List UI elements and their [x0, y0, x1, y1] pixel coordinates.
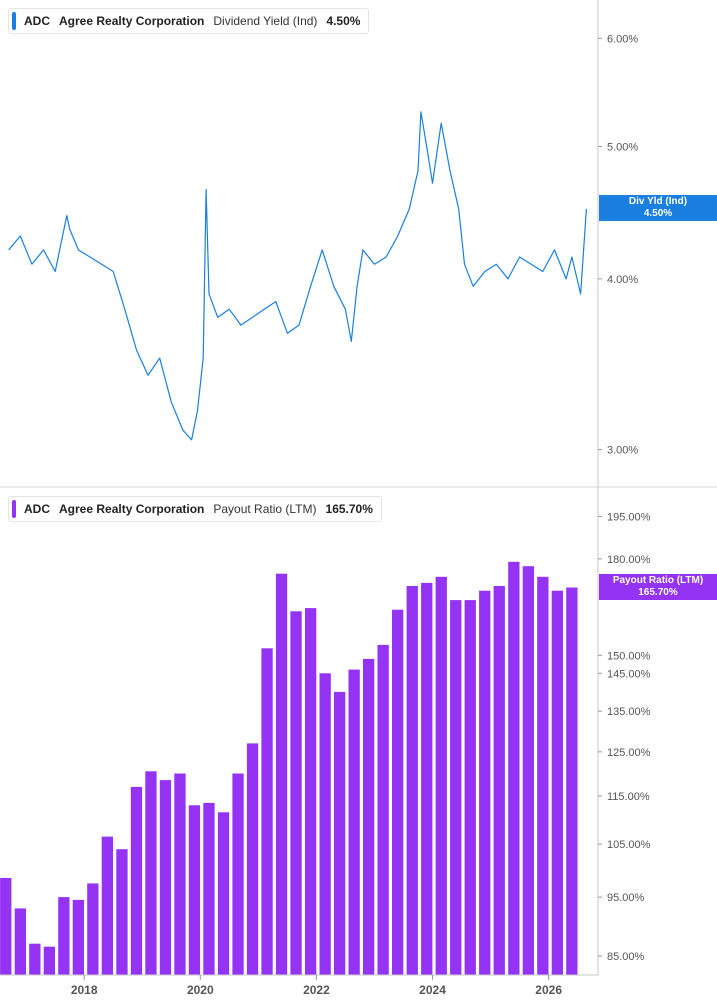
- payout-ratio-bar: [319, 673, 331, 975]
- y-tick-label: 145.00%: [607, 668, 651, 680]
- payout-ratio-bar: [203, 802, 215, 975]
- payout-ratio-bar: [479, 590, 491, 975]
- payout-ratio-bar: [58, 897, 70, 975]
- y-tick-label: 180.00%: [607, 554, 651, 566]
- y-tick-label: 4.00%: [607, 274, 638, 286]
- payout-ratio-bar: [29, 943, 41, 975]
- payout-ratio-bar: [275, 573, 288, 975]
- payout-ratio-bar: [450, 600, 462, 975]
- x-tick-label: 2020: [187, 983, 214, 997]
- payout-ratio-bar: [217, 812, 230, 975]
- payout-ratio-legend[interactable]: ADC Agree Realty Corporation Payout Rati…: [8, 496, 382, 522]
- payout-ratio-bar: [261, 648, 273, 975]
- legend-swatch: [12, 500, 16, 518]
- payout-ratio-bar: [508, 561, 520, 975]
- payout-ratio-bar: [14, 908, 26, 975]
- legend-company: Agree Realty Corporation: [59, 14, 205, 28]
- payout-ratio-bar: [551, 590, 563, 975]
- y-tick-label: 105.00%: [607, 839, 651, 851]
- legend-value: 4.50%: [326, 14, 361, 28]
- dividend-yield-plot: [8, 111, 587, 441]
- payout-ratio-bar: [464, 600, 476, 975]
- y-tick-label: 3.00%: [607, 445, 638, 457]
- price-tag-value: 4.50%: [643, 207, 673, 219]
- payout-ratio-bar: [522, 566, 534, 975]
- y-tick-label: 150.00%: [607, 650, 651, 662]
- legend-ticker: ADC: [24, 502, 50, 516]
- payout-ratio-bar: [406, 586, 418, 975]
- legend-value: 165.70%: [325, 502, 373, 516]
- y-tick-label: 95.00%: [607, 892, 645, 904]
- payout-ratio-bar: [493, 586, 505, 975]
- payout-ratio-bar: [334, 691, 346, 975]
- payout-ratio-plot: [0, 561, 578, 975]
- payout-ratio-bar: [305, 608, 317, 975]
- x-tick-label: 2026: [535, 983, 562, 997]
- y-tick-label: 5.00%: [607, 141, 638, 153]
- payout-ratio-bar: [246, 743, 259, 975]
- y-tick-label: 115.00%: [607, 791, 650, 803]
- payout-ratio-bar: [174, 773, 186, 975]
- y-tick-label: 135.00%: [607, 706, 651, 718]
- y-tick-label: 6.00%: [607, 33, 638, 45]
- payout-ratio-bar: [537, 576, 549, 975]
- price-tag-label: Div Yld (Ind): [628, 195, 688, 207]
- price-tag-value: 165.70%: [638, 586, 678, 598]
- dividend-yield-legend[interactable]: ADC Agree Realty Corporation Dividend Yi…: [8, 8, 370, 34]
- legend-company: Agree Realty Corporation: [59, 502, 205, 516]
- payout-ratio-price-tag: Payout Ratio (LTM) 165.70%: [599, 573, 717, 600]
- payout-ratio-bar: [363, 658, 375, 975]
- legend-swatch: [12, 12, 16, 30]
- payout-ratio-bar: [116, 849, 128, 975]
- legend-metric: Dividend Yield (Ind): [213, 14, 318, 28]
- y-tick-label: 195.00%: [607, 511, 651, 523]
- payout-ratio-bar: [188, 805, 201, 975]
- payout-ratio-bar: [130, 786, 143, 975]
- payout-ratio-bar: [377, 644, 389, 975]
- payout-ratio-bar: [72, 899, 84, 975]
- payout-ratio-bar: [0, 878, 12, 975]
- legend-ticker: ADC: [24, 14, 50, 28]
- y-tick-label: 125.00%: [607, 747, 651, 759]
- payout-ratio-bar: [159, 780, 172, 975]
- payout-ratio-bar: [145, 771, 157, 975]
- payout-ratio-bar: [392, 609, 404, 975]
- payout-ratio-bar: [43, 946, 55, 975]
- x-tick-label: 2018: [71, 983, 98, 997]
- payout-ratio-bar: [87, 883, 99, 975]
- y-tick-label: 85.00%: [607, 951, 645, 963]
- x-tick-label: 2022: [303, 983, 330, 997]
- x-tick-label: 2024: [419, 983, 446, 997]
- payout-ratio-bar: [290, 611, 302, 975]
- dividend-yield-line: [8, 111, 587, 441]
- payout-ratio-bar: [421, 582, 433, 975]
- payout-ratio-bar: [435, 576, 447, 975]
- payout-ratio-bar: [232, 773, 244, 975]
- price-tag-label: Payout Ratio (LTM): [612, 574, 704, 586]
- dividend-yield-price-tag: Div Yld (Ind) 4.50%: [599, 194, 717, 221]
- payout-ratio-bar: [348, 669, 360, 975]
- payout-ratio-bar: [566, 587, 578, 975]
- legend-metric: Payout Ratio (LTM): [213, 502, 317, 516]
- payout-ratio-bar: [101, 836, 113, 975]
